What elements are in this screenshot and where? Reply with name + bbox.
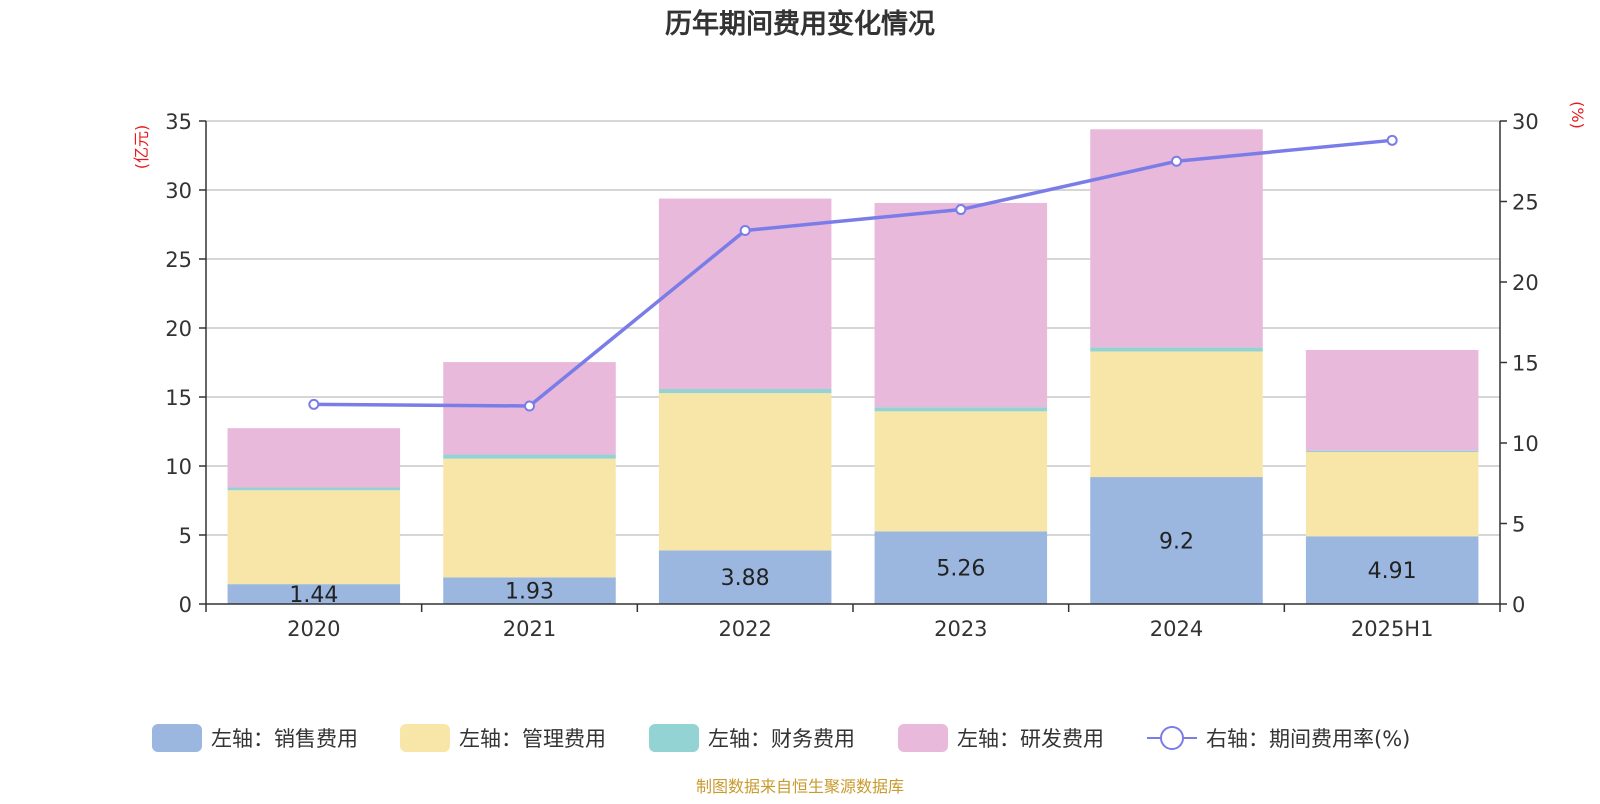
- left-tick-label: 25: [165, 248, 192, 272]
- left-tick-label: 30: [165, 179, 192, 203]
- legend-swatch: [400, 724, 450, 752]
- bar-data-label: 3.88: [721, 566, 770, 591]
- bar-segment-2: [874, 411, 1048, 532]
- legend-label: 左轴：管理费用: [459, 727, 606, 751]
- x-axis-ticks: 2020 2021 2022 2023 2024 2025H1: [205, 604, 1501, 641]
- x-tick-label: 2020: [287, 617, 340, 641]
- left-tick-label: 20: [165, 317, 192, 341]
- bar-segment-1: [658, 550, 832, 604]
- left-axis-ticks: 0 5 10 15 20 25 30 35: [165, 110, 206, 617]
- bar-data-label: 9.2: [1159, 530, 1194, 555]
- right-tick-label: 15: [1512, 352, 1539, 376]
- rate-line: [313, 138, 1393, 408]
- bar-segment-4: [874, 202, 1048, 408]
- bar-segment-3: [874, 407, 1048, 412]
- legend-label: 左轴：销售费用: [211, 727, 358, 751]
- bar-segment-1: [227, 584, 401, 604]
- right-tick-label: 30: [1512, 110, 1539, 134]
- legend-label: 左轴：研发费用: [957, 727, 1104, 751]
- left-tick-label: 10: [165, 455, 192, 479]
- legend-swatch: [649, 724, 699, 752]
- right-tick-label: 20: [1512, 271, 1539, 295]
- bar-segment-2: [443, 458, 616, 578]
- left-tick-label: 35: [165, 110, 192, 134]
- line-series: [308, 134, 1398, 412]
- bar-segment-3: [1305, 450, 1479, 453]
- left-axis-unit: (亿元): [132, 125, 151, 170]
- legend-label: 右轴：期间费用率(%): [1206, 727, 1410, 751]
- bar-segment-2: [1305, 452, 1479, 537]
- bar-segment-1: [1090, 477, 1263, 604]
- bar-segment-1: [443, 577, 616, 604]
- bar-segment-2: [658, 393, 832, 551]
- bar-data-label: 1.44: [289, 583, 338, 608]
- bar-segment-3: [443, 454, 616, 459]
- x-tick-label: 2021: [503, 617, 556, 641]
- legend: 左轴：销售费用 左轴：管理费用 左轴：财务费用 左轴：研发费用 右轴：期间费用率(%): [152, 724, 1410, 752]
- chart-title: 历年期间费用变化情况: [665, 8, 935, 40]
- x-tick-label: 2022: [718, 617, 771, 641]
- legend-marker: [1160, 726, 1184, 750]
- bar-segment-4: [1305, 349, 1479, 451]
- right-tick-label: 25: [1512, 191, 1539, 215]
- bar-series: [227, 129, 1479, 604]
- bar-segment-4: [227, 428, 401, 488]
- bar-data-label: 1.93: [505, 580, 554, 605]
- x-tick-label: 2024: [1150, 617, 1203, 641]
- legend-swatch: [152, 724, 202, 752]
- bar-segment-3: [1090, 347, 1263, 352]
- bar-data-label: 4.91: [1368, 559, 1417, 584]
- right-tick-label: 0: [1512, 593, 1525, 617]
- right-axis-ticks: 0 5 10 15 20 25 30: [1500, 110, 1539, 617]
- rate-point: [1386, 134, 1398, 146]
- source-note: 制图数据来自恒生聚源数据库: [696, 777, 904, 796]
- left-tick-label: 15: [165, 386, 192, 410]
- bar-segment-3: [658, 388, 832, 394]
- bar-data-label: 5.26: [936, 557, 985, 582]
- bar-segment-2: [227, 490, 401, 585]
- rate-point: [308, 398, 320, 410]
- right-tick-label: 10: [1512, 432, 1539, 456]
- bar-segment-1: [874, 531, 1048, 604]
- bar-segment-2: [1090, 351, 1263, 478]
- rate-point: [955, 204, 967, 216]
- x-tick-label: 2025H1: [1351, 617, 1434, 641]
- right-axis-unit: (%): [1568, 101, 1587, 129]
- legend-swatch: [898, 724, 948, 752]
- legend-label: 左轴：财务费用: [708, 727, 855, 751]
- rate-point: [524, 400, 535, 412]
- left-tick-label: 5: [179, 524, 192, 548]
- gridlines: [206, 120, 1500, 536]
- rate-point: [739, 224, 751, 236]
- rate-point: [1171, 155, 1182, 167]
- x-tick-label: 2023: [934, 617, 987, 641]
- bar-segment-3: [227, 487, 401, 491]
- bar-segment-1: [1305, 536, 1479, 604]
- bar-data-labels: 1.44 1.93 3.88 5.26 9.2 4.91: [289, 530, 1416, 609]
- right-tick-label: 5: [1512, 513, 1525, 537]
- left-tick-label: 0: [179, 593, 192, 617]
